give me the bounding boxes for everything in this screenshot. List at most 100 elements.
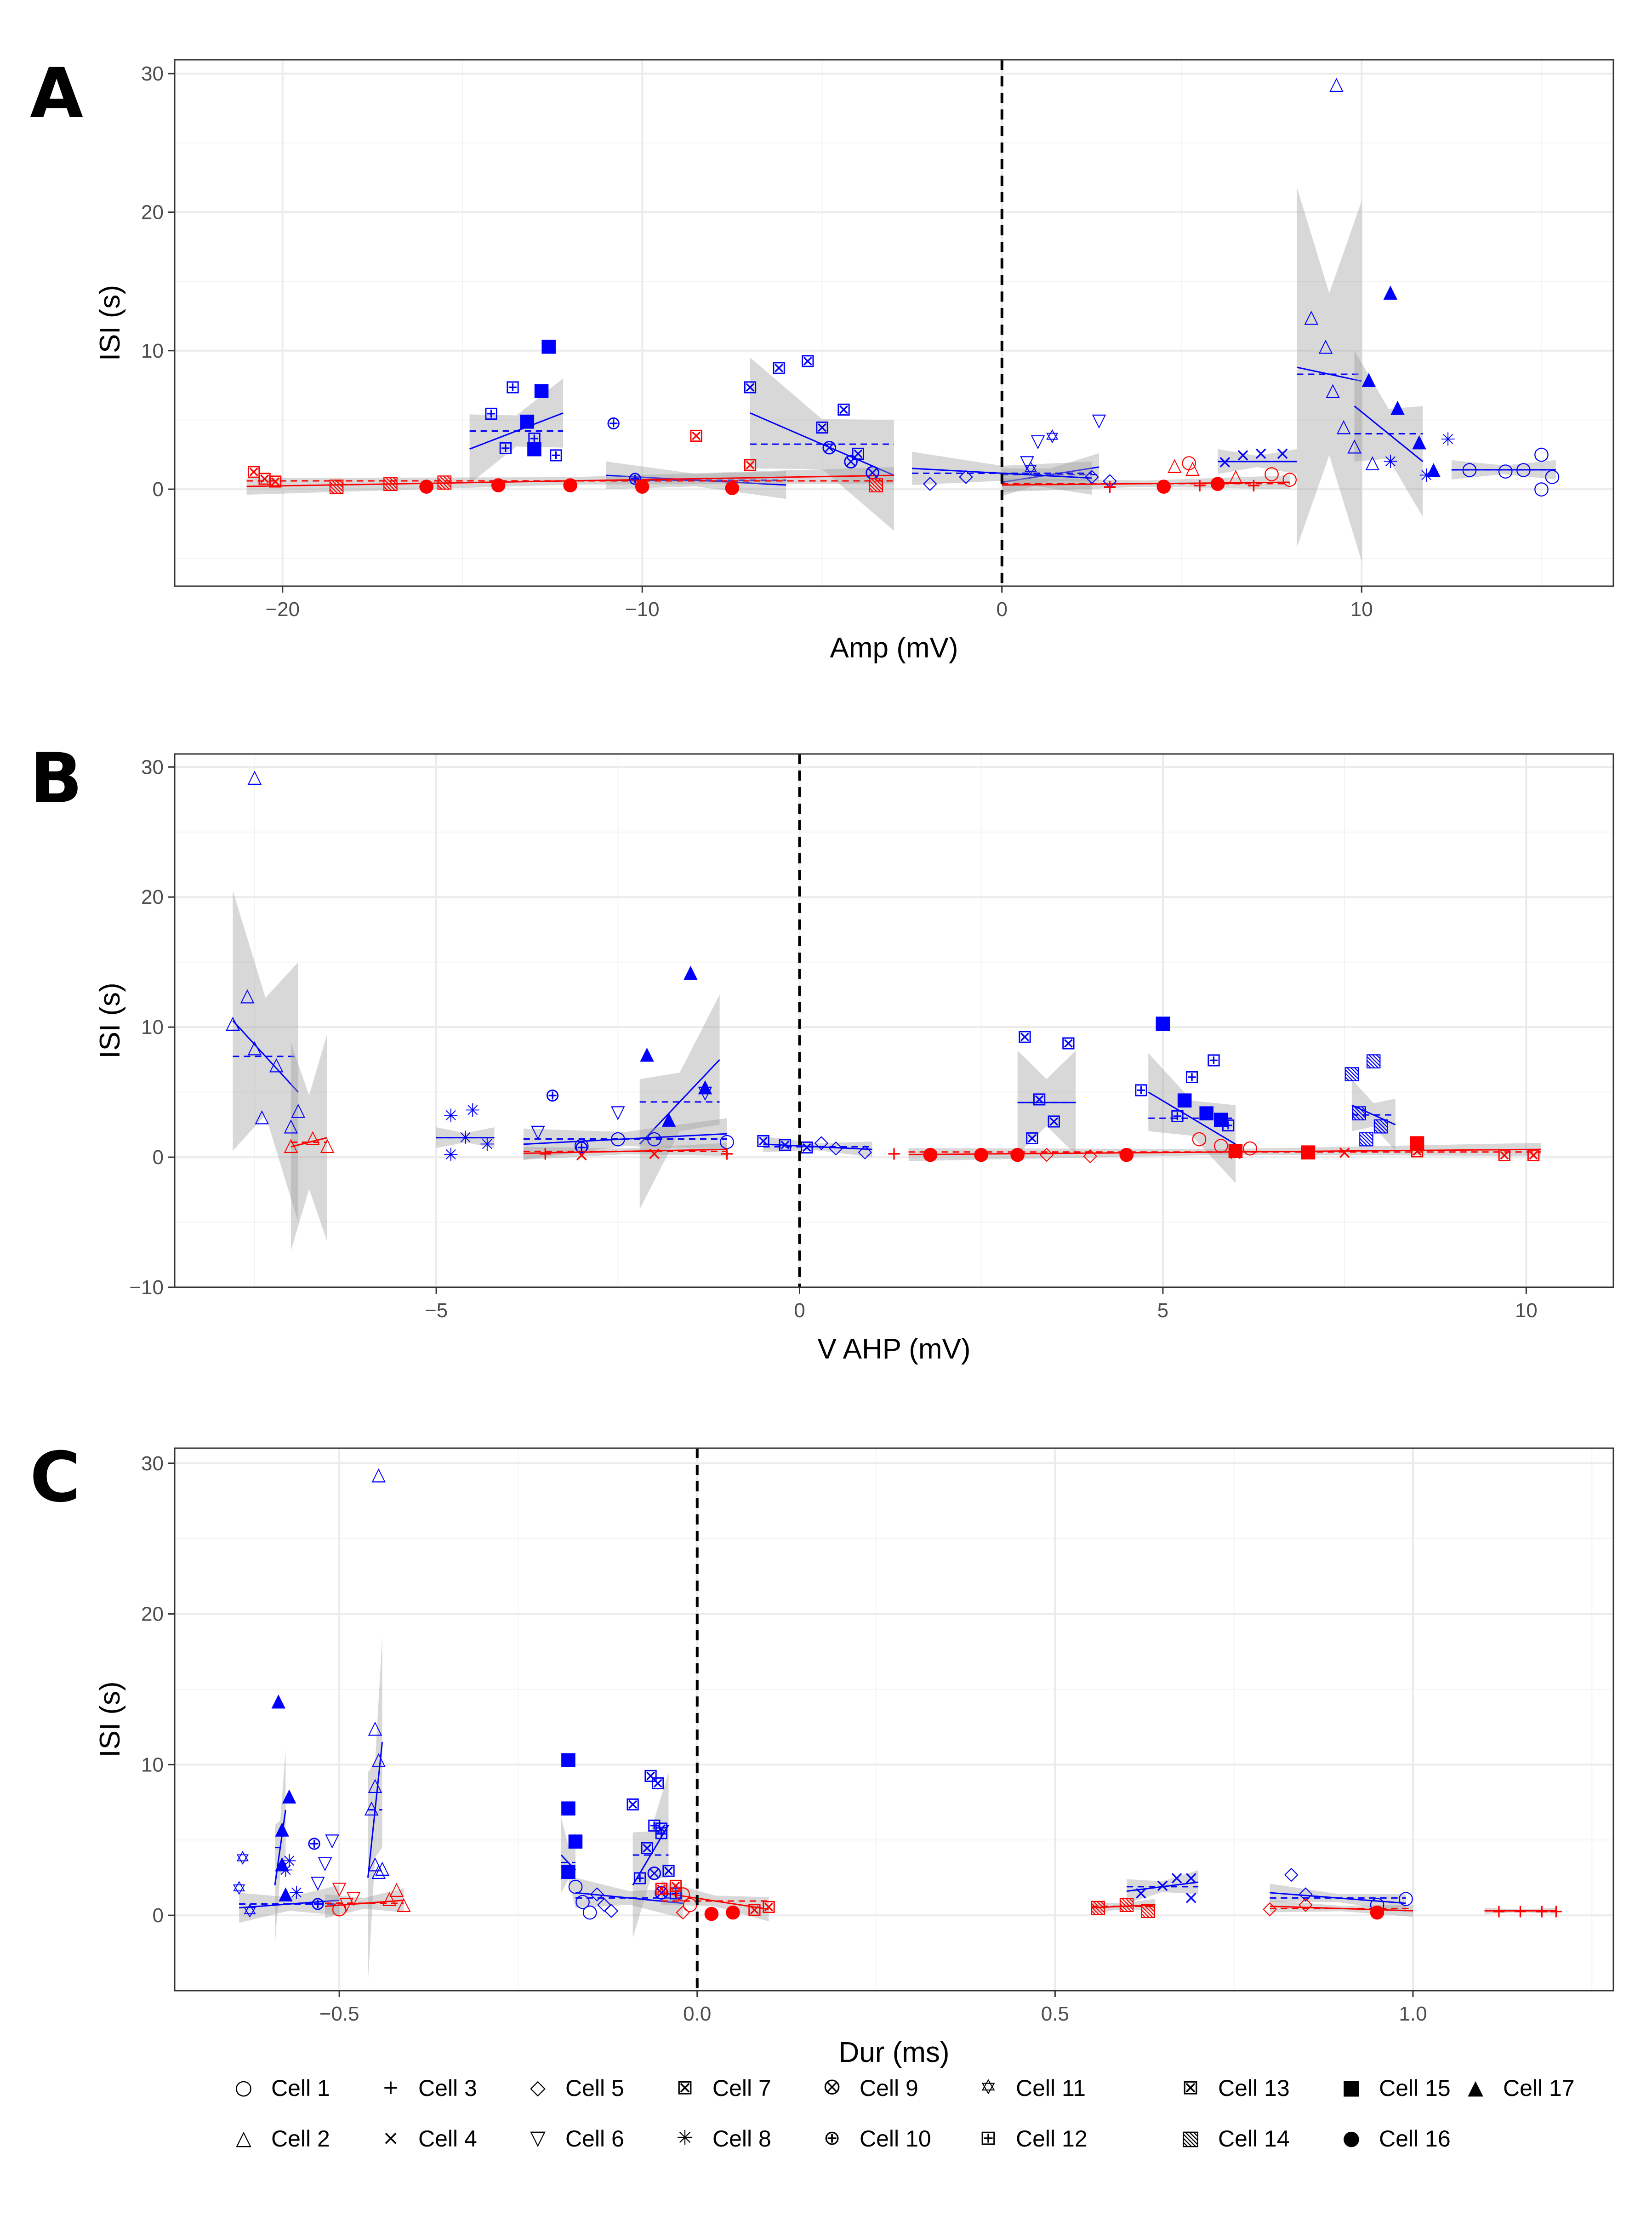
data-point: ⊠ <box>689 425 704 446</box>
legend-symbol: ▧ <box>1181 2126 1200 2150</box>
data-point: ▲ <box>1412 431 1426 452</box>
data-point: ✳ <box>1383 451 1398 473</box>
series-cell-9-blue: ⭙ ⭙ ⭙ <box>822 438 880 484</box>
x-tick-label: 10 <box>1350 598 1373 621</box>
series-cell-4-red: × × × × <box>574 1142 1352 1166</box>
y-tick-label: 10 <box>141 1016 164 1039</box>
data-point: ◇ <box>1263 1898 1277 1919</box>
data-point: ▧ <box>1365 1050 1382 1071</box>
series-cell-4-blue: ×××× × <box>1133 1867 1199 1908</box>
y-tick-label: 10 <box>141 1753 164 1776</box>
data-point: ✡ <box>1023 458 1039 480</box>
data-point: ✳ <box>443 1106 459 1127</box>
data-point: ● <box>562 474 578 495</box>
series-cell-1-blue: ○ ○ ○ ○ <box>574 1128 735 1155</box>
data-point: ▧ <box>1358 1128 1375 1149</box>
data-point: ○ <box>331 1898 347 1919</box>
series-cell-6-blue: ▽▽▽ <box>311 1830 339 1893</box>
data-point: ■ <box>560 1748 577 1770</box>
data-point: ▧ <box>1139 1899 1157 1920</box>
data-point: + <box>886 1143 902 1165</box>
y-tick-label: 30 <box>141 63 164 85</box>
data-point: × <box>1235 445 1251 466</box>
data-point: △ <box>320 1134 335 1155</box>
data-point: ⊠ <box>668 1875 684 1896</box>
y-tick-label: 30 <box>141 1452 164 1475</box>
data-point: △ <box>255 1106 269 1127</box>
data-point: ◇ <box>590 1883 604 1904</box>
data-point: △ <box>306 1126 320 1148</box>
data-point: ▲ <box>271 1690 285 1711</box>
data-point: ▧ <box>1089 1896 1107 1917</box>
x-tick-label: 10 <box>1515 1299 1538 1322</box>
data-point: ■ <box>518 410 536 431</box>
data-point: ○ <box>719 1130 735 1151</box>
legend-item: ✳ Cell 8 <box>677 2126 771 2152</box>
series-cell-1-blue: ○ ○○○○○ <box>1462 443 1561 499</box>
data-point: ⭙ <box>865 462 880 484</box>
legend-label: Cell 17 <box>1503 2075 1575 2101</box>
y-tick-label: 20 <box>141 201 164 223</box>
series-cell-12-blue: ⊞⊞⊞⊞ <box>632 1815 683 1904</box>
data-point: ● <box>1009 1143 1025 1165</box>
data-point: ⊞ <box>668 1883 684 1904</box>
data-point: + <box>719 1143 735 1165</box>
legend-label: Cell 2 <box>271 2126 330 2152</box>
data-point: × <box>1155 1875 1170 1896</box>
data-point: ✡ <box>235 1848 251 1869</box>
data-point: + <box>1549 1901 1564 1922</box>
data-point: ▲ <box>1426 458 1441 480</box>
series-cell-5-red: ◇ ◇ ◇ <box>676 1893 1313 1922</box>
data-point: ○ <box>646 1128 662 1149</box>
data-point: △ <box>1329 73 1344 94</box>
data-point: ⊠ <box>836 399 852 420</box>
data-point: △ <box>1347 435 1361 456</box>
series-cell-1-red: ○○○ <box>331 1883 698 1919</box>
data-point: ■ <box>1212 1108 1230 1129</box>
data-point: + <box>1513 1901 1528 1922</box>
data-point: ◇ <box>1083 1144 1097 1165</box>
legend: ○ Cell 1 △ Cell 2 + Cell 3 × Cell 4 ◇ Cell 5 ▽ Cell… <box>235 2075 1575 2152</box>
data-point: ⊞ <box>548 445 564 466</box>
series-cell-6-blue: ▽▽▽ <box>531 1082 712 1142</box>
legend-symbol: △ <box>236 2126 251 2150</box>
data-point: ⊠ <box>661 1860 677 1881</box>
series-cell-17-blue: ▲ ▲ ▲ ▲ <box>640 961 712 1129</box>
data-point: ▽ <box>698 1082 712 1103</box>
x-tick-label: 0.0 <box>683 2003 711 2025</box>
legend-item: × Cell 4 <box>382 2126 477 2152</box>
y-tick-label: 20 <box>141 886 164 908</box>
series-cell-13-blue: ⊠⊠⊠⊠⊠⊠ <box>625 1765 676 1881</box>
data-point: △ <box>1168 454 1182 475</box>
data-point: ● <box>725 1901 741 1922</box>
y-tick-label: −10 <box>129 1276 164 1299</box>
data-point: ⊠ <box>1017 1026 1033 1047</box>
data-point: △ <box>368 1717 382 1738</box>
data-point: ▧ <box>328 475 345 496</box>
x-tick-label: 0 <box>997 598 1008 621</box>
data-point: ⊕ <box>310 1893 326 1914</box>
legend-label: Cell 4 <box>418 2126 477 2152</box>
data-point: ○ <box>1181 451 1197 473</box>
series-cell-16-red: ● ● ● <box>703 1901 1385 1923</box>
data-point: ○ <box>1533 478 1549 499</box>
data-point: + <box>537 1143 553 1165</box>
data-point: △ <box>226 1012 240 1033</box>
data-point: ✡ <box>242 1901 258 1922</box>
data-point: ● <box>1118 1143 1134 1165</box>
data-point: ○ <box>675 1883 691 1904</box>
y-tick-label: 0 <box>153 478 164 501</box>
data-point: ● <box>1156 475 1172 496</box>
data-point: △ <box>284 1134 298 1155</box>
series-cell-10-blue: ⊕⊕ <box>307 1833 325 1914</box>
fit-line <box>639 1059 720 1145</box>
series-cell-2-blue: △△△△△△△ <box>1304 73 1379 473</box>
series-cell-7-red: ⊠⊠⊠⊠ <box>654 1875 776 1920</box>
data-point: ⊞ <box>1184 1067 1200 1088</box>
legend-label: Cell 14 <box>1218 2126 1290 2152</box>
y-tick-label: 0 <box>153 1146 164 1169</box>
data-point: ◇ <box>959 465 973 486</box>
fit-line <box>1297 366 1362 382</box>
fit-line <box>291 1137 328 1148</box>
data-point: ▲ <box>1390 396 1405 417</box>
